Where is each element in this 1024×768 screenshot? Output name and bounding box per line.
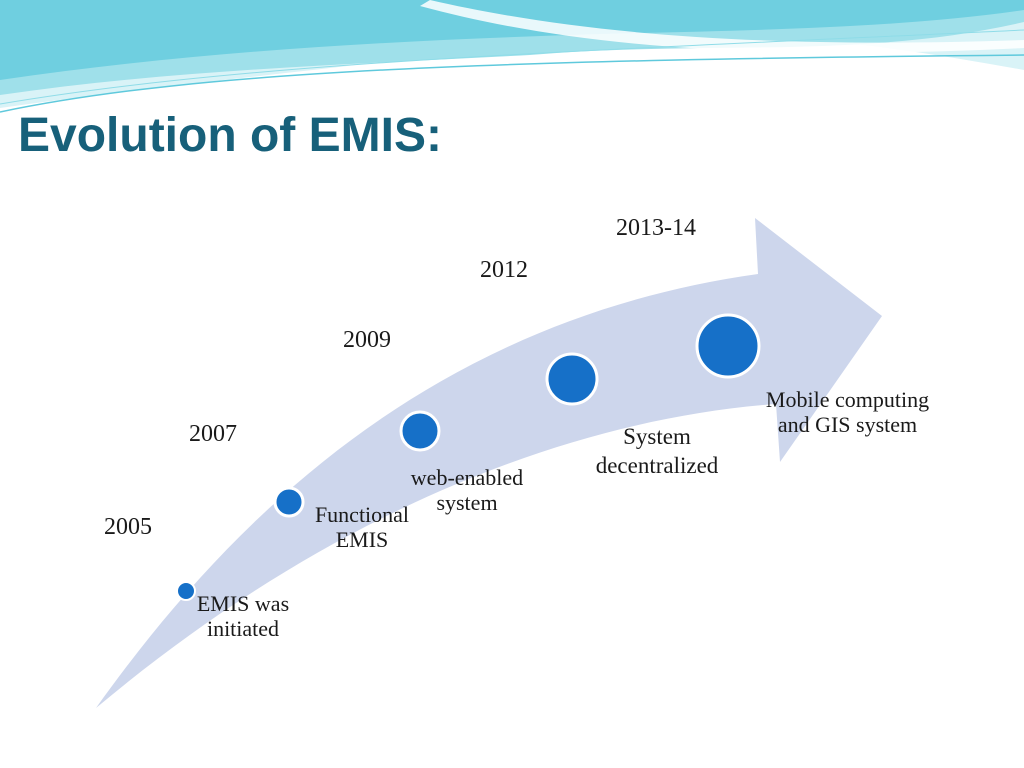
milestone-label-2007: Functional EMIS <box>302 502 422 552</box>
header-wave-white-streak <box>420 0 1024 53</box>
slide-title: Evolution of EMIS: <box>18 109 442 162</box>
milestone-year-2009: 2009 <box>343 327 391 353</box>
timeline-arrow <box>96 218 882 708</box>
milestone-label-2007-line-2: EMIS <box>335 526 389 552</box>
milestone-label-2009: web-enabled system <box>392 465 542 515</box>
milestone-label-2005: EMIS was initiated <box>188 591 298 641</box>
milestone-circle-2012 <box>545 352 599 406</box>
milestone-label-2005-line-2: initiated <box>206 615 280 641</box>
milestones <box>176 313 761 601</box>
milestone-year-2007: 2007 <box>189 421 237 447</box>
milestone-year-2005: 2005 <box>104 514 152 540</box>
milestone-label-2013-14-line-2: and GIS system <box>777 411 918 437</box>
milestone-circle-2005 <box>176 581 196 601</box>
milestone-year-2013-14: 2013-14 <box>616 215 696 241</box>
milestone-label-2005-line-1: EMIS was <box>196 591 290 616</box>
header-wave-line <box>0 54 1024 113</box>
milestone-circle-2009 <box>399 410 441 452</box>
milestone-label-2012: System decentralized <box>572 422 742 481</box>
milestone-year-2012: 2012 <box>480 257 528 283</box>
milestone-label-2012-line-2: decentralized <box>595 453 719 479</box>
milestone-label-2013-14: Mobile computing and GIS system <box>745 387 950 437</box>
milestone-label-2009-line-2: system <box>436 489 498 515</box>
header-wave-line-2 <box>0 29 1024 105</box>
milestone-label-2009-line-1: web-enabled <box>410 465 524 490</box>
header-wave-band <box>0 0 1024 80</box>
milestone-circle-2013-14 <box>695 313 761 379</box>
milestone-label-2013-14-line-1: Mobile computing <box>765 387 930 412</box>
milestone-label-2007-line-1: Functional <box>314 502 410 527</box>
milestone-label-2012-line-1: System <box>623 424 691 449</box>
milestone-circle-2007 <box>273 486 305 518</box>
header-wave <box>0 0 1024 113</box>
